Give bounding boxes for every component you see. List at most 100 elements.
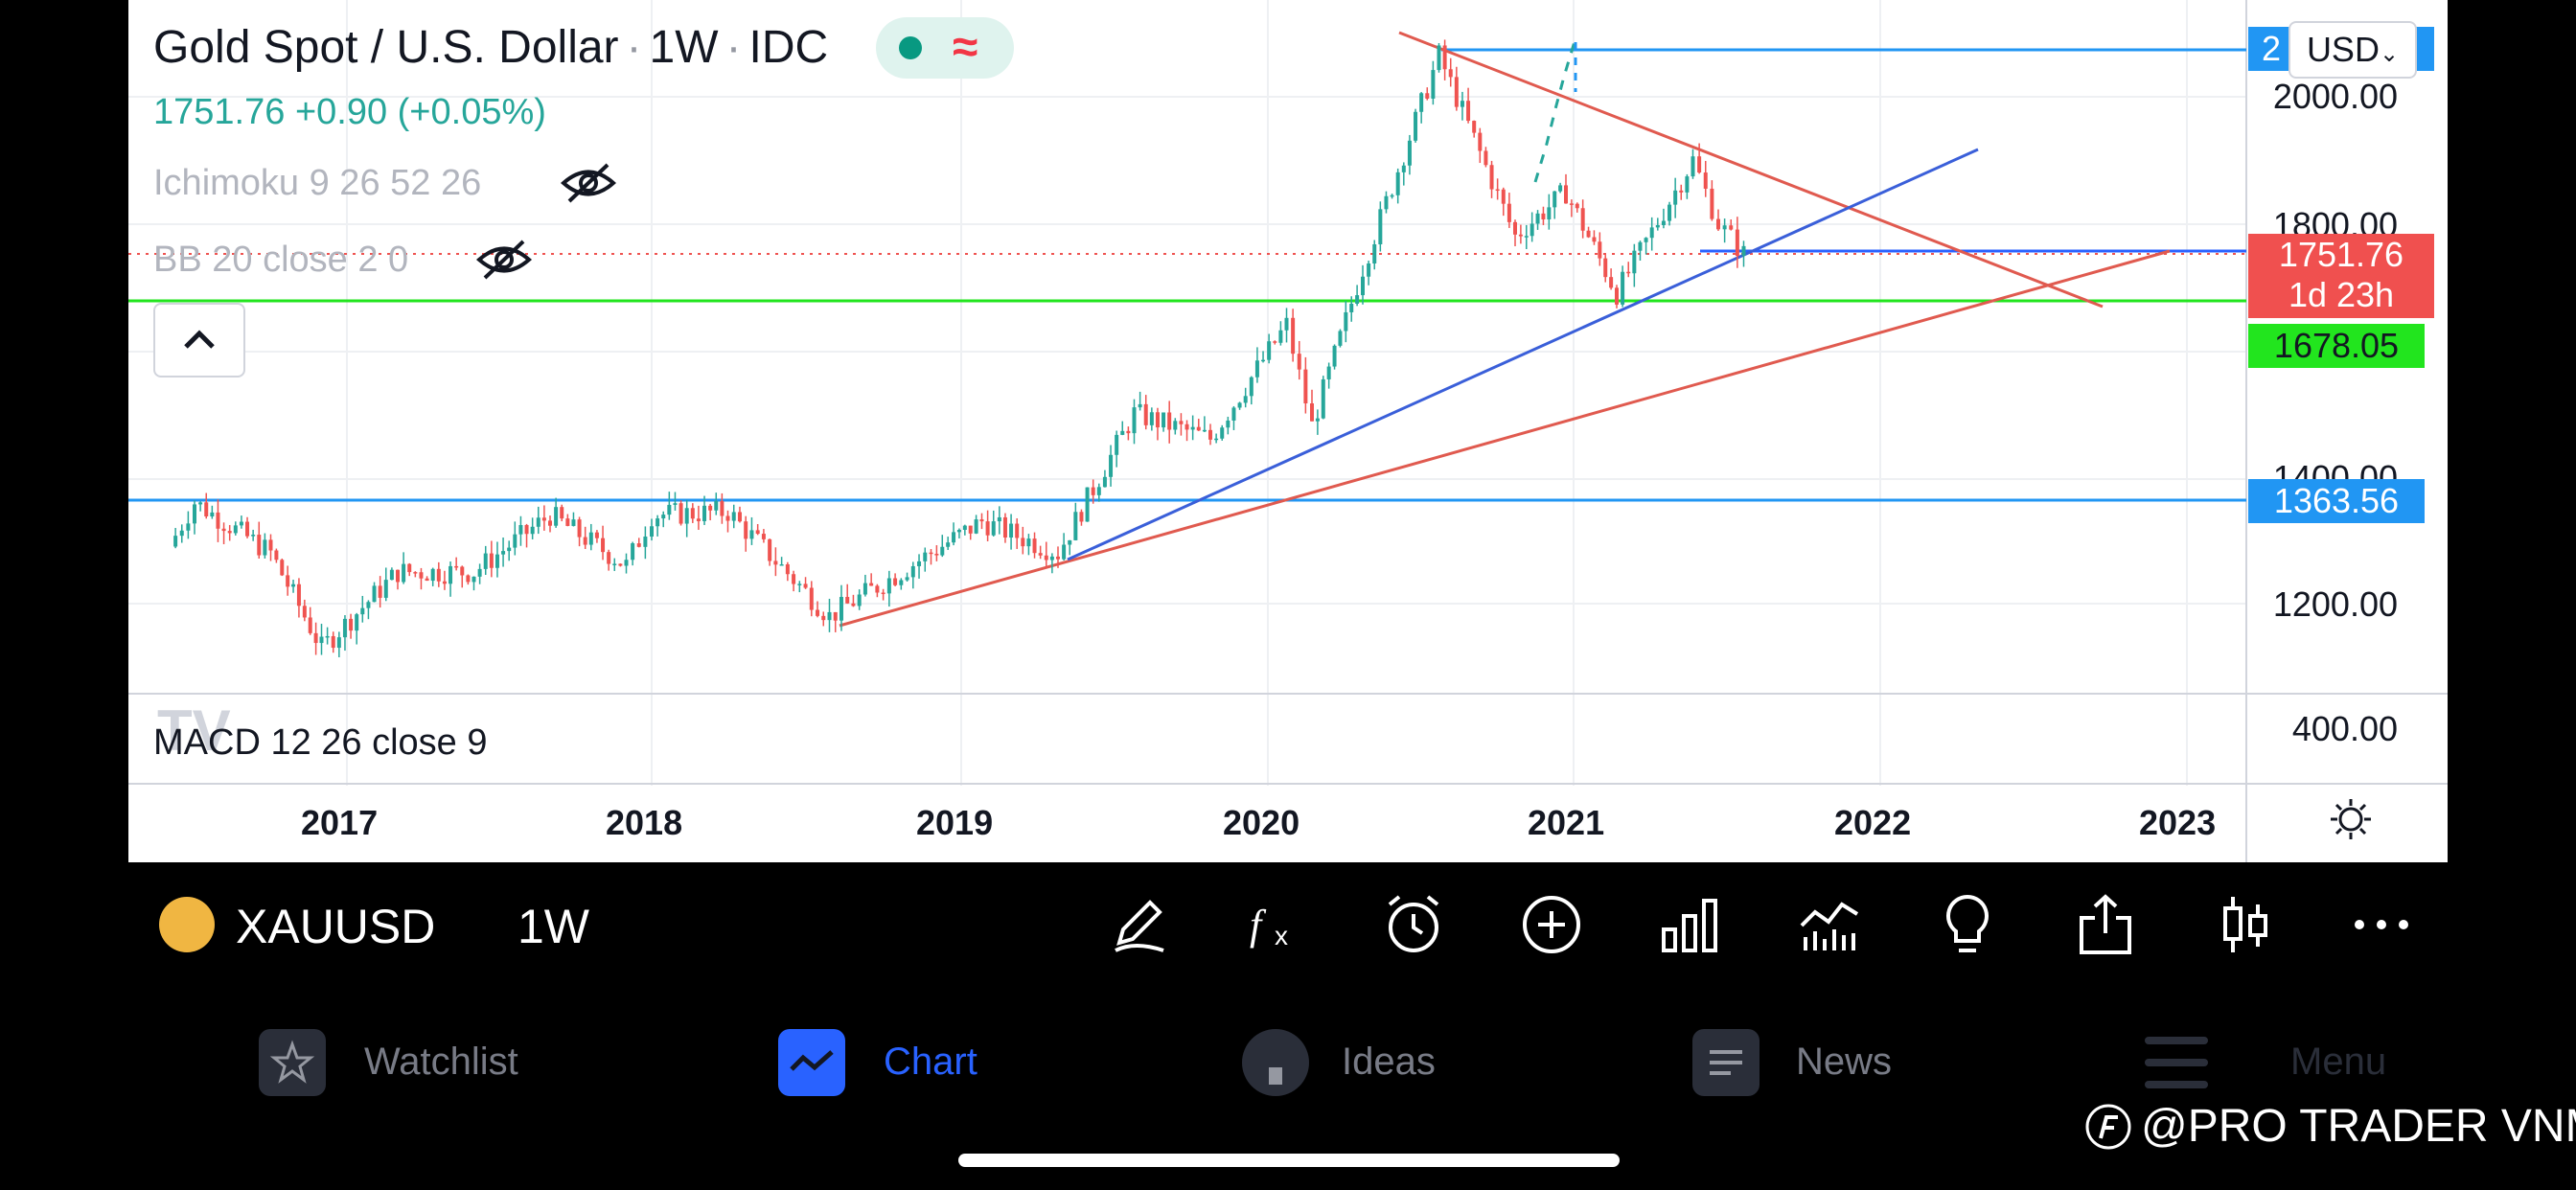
time-axis-label: 2023 (2139, 803, 2217, 842)
candle-body (997, 516, 1001, 522)
price-change-line: 1751.76 +0.90 (+0.05%) (153, 92, 546, 133)
candle-body (1407, 140, 1412, 166)
candle-body (779, 564, 784, 566)
indicator-ichimoku-label[interactable]: Ichimoku 9 26 52 26 (153, 163, 482, 203)
candle-body (1073, 512, 1078, 540)
nav-label: Watchlist (364, 1041, 518, 1083)
candle-body (221, 528, 226, 532)
current-price-value: 1751.76 (2278, 235, 2404, 274)
toolbar-symbol[interactable]: XAUUSD (236, 900, 436, 953)
tradingview-logo: TV (157, 698, 231, 763)
chart-settings-icon[interactable] (2327, 795, 2375, 843)
candle-body (507, 547, 512, 552)
symbol-title: Gold Spot / U.S. Dollar (153, 22, 619, 73)
alarm-icon[interactable] (1380, 891, 1447, 958)
candle-body (239, 521, 243, 526)
candle-body (1679, 190, 1684, 193)
time-axis-label: 2021 (1528, 803, 1605, 842)
candle-body (708, 505, 713, 511)
eye-hidden-icon[interactable] (475, 236, 533, 284)
candle-body (761, 534, 766, 539)
candle-body (661, 515, 666, 519)
candle-body (1291, 317, 1296, 355)
candle-body (1344, 311, 1348, 332)
chart-area[interactable]: Gold Spot / U.S. Dollar · 1W · IDC ≈ 1751.76… (128, 0, 2448, 862)
candle-body (1249, 377, 1254, 397)
candle-body (389, 569, 394, 581)
market-open-dot-icon (899, 36, 922, 59)
indicators-icon[interactable] (1796, 891, 1863, 958)
separator-dot: · (626, 22, 642, 73)
candle-body (857, 594, 862, 606)
more-icon[interactable] (2348, 891, 2415, 958)
collapse-legend-button[interactable] (153, 303, 245, 378)
candle-body (816, 609, 820, 616)
bar-chart-icon[interactable] (1656, 891, 1723, 958)
toolbar-interval[interactable]: 1W (518, 900, 589, 953)
candle-body (1349, 303, 1354, 312)
legend-exchange: IDC (748, 22, 829, 73)
fx-icon[interactable]: f x (1242, 891, 1309, 958)
candle-body (313, 632, 318, 644)
idea-icon[interactable] (1934, 891, 2001, 958)
indicator-bb-label[interactable]: BB 20 close 2 0 (153, 240, 409, 280)
candle-body (1638, 241, 1643, 251)
candle-body (245, 521, 250, 537)
candle-body (472, 576, 476, 583)
gold-symbol-icon[interactable] (159, 897, 215, 952)
candle-body (1056, 556, 1060, 560)
candle-body (1120, 430, 1125, 435)
candle-body (1167, 412, 1172, 430)
candle-body (186, 523, 191, 531)
candle-body (1138, 403, 1142, 408)
candle-body (536, 517, 540, 527)
candle-body (1303, 369, 1308, 403)
candle-body (1644, 238, 1648, 242)
market-status-pill[interactable]: ≈ (876, 17, 1014, 79)
add-icon[interactable] (1518, 891, 1585, 958)
candle-body (910, 565, 915, 578)
share-icon[interactable] (2072, 891, 2139, 958)
candle-body (1002, 516, 1007, 538)
candle-body (560, 507, 564, 519)
candle-body (383, 580, 388, 598)
home-indicator[interactable] (958, 1154, 1620, 1167)
candle-body (524, 525, 529, 535)
watermark-text: @PRO TRADER VNM (2141, 1101, 2576, 1152)
symbol-legend[interactable]: Gold Spot / U.S. Dollar · 1W · IDC (153, 21, 828, 74)
candle-body (1254, 360, 1259, 378)
candle-body (1378, 209, 1383, 245)
candle-body (1414, 111, 1418, 141)
candle-body (899, 580, 904, 585)
separator-dot: · (725, 22, 742, 73)
candle-body (952, 532, 956, 543)
candle-body (956, 530, 961, 533)
candle-body (530, 526, 535, 535)
macd-label[interactable]: MACD 12 26 close 9 (153, 722, 488, 763)
candle-body (308, 617, 312, 633)
candle-body (179, 530, 184, 537)
candle-body (1484, 150, 1488, 166)
price-chart[interactable] (128, 0, 2448, 862)
candle-body (1214, 438, 1219, 441)
candle-body (198, 502, 203, 505)
candle-body (1202, 429, 1207, 432)
currency-selector[interactable]: USD⌄ (2288, 21, 2417, 79)
pen-icon[interactable] (1106, 891, 1173, 958)
candle-body (349, 618, 354, 631)
legend-interval: 1W (649, 22, 719, 73)
candle-body (336, 637, 341, 649)
candles-icon[interactable] (2212, 891, 2279, 958)
candle-body (1541, 213, 1546, 219)
candle-body (227, 531, 232, 534)
eye-hidden-icon[interactable] (560, 159, 617, 207)
candle-body (280, 560, 285, 576)
candle-body (905, 577, 909, 581)
candle-body (355, 614, 359, 631)
candle-body (302, 606, 307, 618)
candle-body (1126, 430, 1131, 434)
resistance-trendline-red (1398, 31, 2104, 309)
candle-body (725, 515, 730, 521)
candle-body (204, 502, 209, 516)
candle-body (1741, 245, 1746, 257)
